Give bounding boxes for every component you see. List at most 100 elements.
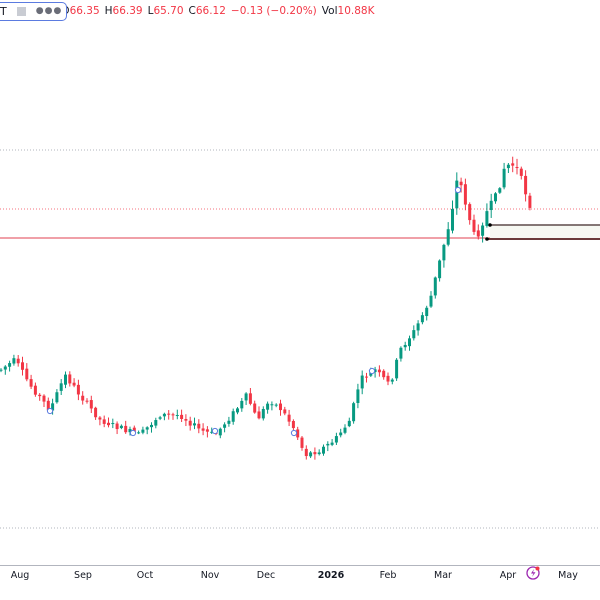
volume-value: 10.88K [337,5,375,17]
candle-body [438,260,442,279]
line-anchor [485,237,489,241]
candle-body [309,452,313,457]
candle-body [485,211,489,226]
candle-body [8,363,12,367]
hide-icon[interactable] [16,6,26,16]
dividend-marker[interactable] [290,429,298,437]
candle-body [408,338,411,347]
candle-body [283,409,287,414]
candle-body [89,400,93,409]
symbol-box[interactable]: T ●●● [0,1,68,21]
candle-body [498,188,502,193]
candle-body [51,403,55,411]
symbol-name: T [0,4,7,18]
candle-body [313,452,317,455]
candle-body [300,437,304,448]
candle-body [111,423,115,425]
candle-body [201,428,205,431]
candle-body [167,413,171,415]
candle-body [132,427,136,433]
candle-body [416,323,420,331]
candle-body [468,204,472,221]
time-axis-label: Aug [10,570,30,581]
candle-body [248,393,252,404]
candle-body [528,195,532,208]
dividend-marker[interactable] [129,429,137,437]
candle-body [481,225,485,236]
candle-body [304,448,308,457]
candle-body [46,400,50,411]
candle-body [184,418,188,421]
more-dots-icon[interactable]: ●●● [35,6,63,16]
candle-body [55,392,59,403]
candle-body [94,407,98,418]
candle-body [524,175,528,195]
candle-body [205,429,209,432]
chart-legend: T ●●● O66.35 H66.39 L65.70 C66.12 −0.13 … [0,0,374,22]
candle-body [399,347,403,359]
candle-body [296,429,300,438]
candle-body [175,414,179,416]
close-value: 66.12 [195,5,226,17]
time-axis-label: Sep [74,570,92,581]
low-label: L [147,5,154,17]
candle-body [442,244,446,261]
candle-body [158,417,162,419]
time-axis-border [0,565,600,566]
event-markers [46,186,462,437]
candle-body [180,414,184,420]
candle-body [128,428,132,433]
candle-body [16,358,20,364]
candle-body [339,432,343,436]
dividend-marker[interactable] [211,427,219,435]
candle-body [59,383,63,391]
candle-body [12,358,16,364]
candle-body [463,184,467,205]
candle-body [506,164,510,169]
candle-body [377,369,381,373]
candle-body [188,420,192,426]
candle-body [42,395,46,402]
high-value: 66.39 [112,5,143,17]
price-chart[interactable] [0,0,600,565]
candle-body [115,423,119,430]
candle-body [472,219,476,232]
candle-body [270,404,274,406]
candle-body [356,389,360,403]
time-axis-label: Oct [136,570,154,581]
candle-body [141,429,145,433]
dividend-marker[interactable] [368,367,376,375]
candle-body [519,168,523,176]
time-axis-label: May [558,570,578,581]
candle-body [330,442,334,445]
candle-body [137,432,141,434]
time-axis-label: Dec [256,570,276,581]
candle-body [502,168,506,188]
volume-label: Vol [321,5,338,17]
dividend-marker[interactable] [454,186,462,194]
candle-body [403,344,407,348]
candle-body [154,420,158,426]
candle-body [266,403,270,410]
candle-body [279,403,282,411]
candle-body [107,422,110,426]
candle-body [322,446,325,454]
candle-body [429,295,433,307]
candle-body [274,404,278,406]
candle-body [433,277,437,296]
candle-body [0,369,3,371]
candle-body [360,375,364,389]
candle-body [227,420,231,424]
candle-body [451,208,454,231]
lightning-alert-icon[interactable] [525,565,541,581]
candle-body [446,229,450,245]
candle-body [412,330,416,339]
candle-body [29,379,33,387]
candle-body [395,359,399,379]
high-label: H [104,5,113,17]
candle-body [326,443,330,446]
candle-body [236,408,239,413]
dividend-marker[interactable] [46,407,54,415]
candle-body [390,379,394,382]
candle-body [162,413,166,417]
